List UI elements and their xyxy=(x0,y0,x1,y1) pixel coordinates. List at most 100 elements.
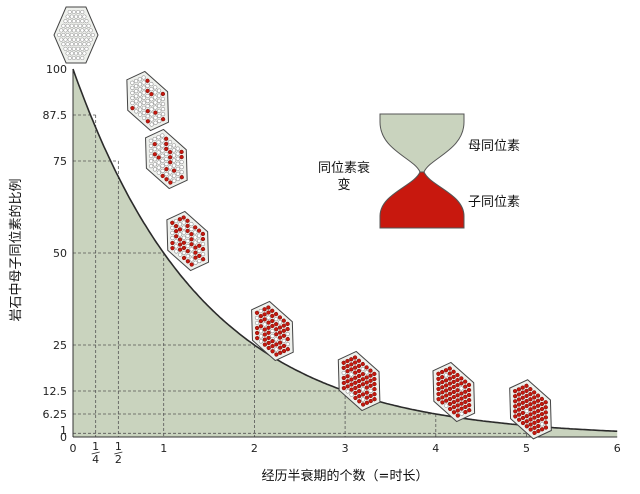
parent-atom xyxy=(59,28,64,33)
atom-panel xyxy=(126,70,169,132)
daughter-atom xyxy=(536,398,541,403)
parent-atom xyxy=(65,42,70,47)
daughter-atom xyxy=(353,375,358,380)
daughter-atom xyxy=(189,237,194,242)
parent-atom xyxy=(152,157,157,162)
parent-atom xyxy=(540,422,545,427)
daughter-atom xyxy=(451,374,456,379)
daughter-atom xyxy=(520,415,525,420)
parent-atom xyxy=(185,244,190,249)
daughter-atom xyxy=(189,262,194,267)
daughter-atom xyxy=(170,246,175,251)
parent-atom xyxy=(130,100,135,106)
daughter-atom xyxy=(455,398,460,403)
daughter-atom xyxy=(451,384,456,389)
daughter-atom xyxy=(185,228,190,233)
daughter-atom xyxy=(364,390,369,395)
daughter-atom xyxy=(197,253,202,258)
parent-atom xyxy=(157,113,162,118)
parent-atom xyxy=(86,42,91,47)
daughter-atom xyxy=(448,406,453,411)
daughter-atom xyxy=(161,117,166,122)
daughter-atom xyxy=(281,323,286,328)
parent-atom xyxy=(86,32,91,38)
daughter-atom xyxy=(455,378,460,383)
parent-atom xyxy=(171,148,176,153)
daughter-atom xyxy=(285,326,290,332)
parent-atom xyxy=(270,334,275,339)
y-tick-label: 1 xyxy=(60,424,67,437)
daughter-atom xyxy=(516,402,522,407)
daughter-atom xyxy=(451,405,456,410)
parent-atom xyxy=(138,107,143,112)
parent-atom xyxy=(157,88,162,93)
daughter-atom xyxy=(459,381,464,386)
parent-atom xyxy=(148,148,154,153)
daughter-atom xyxy=(197,228,202,233)
daughter-atom xyxy=(281,328,286,333)
daughter-atom xyxy=(266,320,271,325)
daughter-atom xyxy=(455,408,460,413)
atom-panel xyxy=(432,361,476,423)
parent-atom xyxy=(78,42,83,47)
daughter-atom xyxy=(255,330,260,336)
daughter-atom xyxy=(164,167,169,172)
parent-atom xyxy=(149,164,154,169)
daughter-atom xyxy=(270,318,275,323)
daughter-atom xyxy=(172,168,177,173)
daughter-atom xyxy=(447,391,453,396)
daughter-atom xyxy=(360,377,365,382)
daughter-atom xyxy=(451,410,457,415)
daughter-atom xyxy=(543,420,548,425)
parent-atom xyxy=(274,317,279,322)
daughter-atom xyxy=(440,380,445,385)
parent-atom xyxy=(171,153,177,158)
parent-atom xyxy=(67,55,72,61)
daughter-atom xyxy=(345,369,350,374)
parent-atom xyxy=(82,42,87,47)
daughter-atom xyxy=(451,395,456,400)
hourglass-top xyxy=(379,113,465,173)
parent-atom xyxy=(168,175,173,180)
daughter-atom xyxy=(262,337,267,342)
daughter-atom xyxy=(528,387,533,392)
daughter-atom xyxy=(266,345,271,350)
daughter-atom xyxy=(179,175,184,180)
daughter-atom xyxy=(364,365,369,370)
parent-atom xyxy=(277,320,283,325)
daughter-atom xyxy=(440,369,445,375)
parent-atom xyxy=(78,23,83,28)
daughter-atom xyxy=(539,417,545,422)
daughter-atom xyxy=(528,422,533,427)
daughter-atom xyxy=(193,245,198,250)
daughter-atom xyxy=(274,332,279,337)
parent-atom xyxy=(153,85,158,90)
parent-atom xyxy=(82,51,87,56)
daughter-atom xyxy=(258,324,263,329)
parent-atom xyxy=(360,367,365,372)
daughter-atom xyxy=(353,385,358,390)
daughter-atom xyxy=(168,180,173,185)
parent-atom xyxy=(170,230,175,235)
daughter-atom xyxy=(274,322,279,327)
daughter-atom xyxy=(179,149,184,154)
daughter-atom xyxy=(539,412,545,417)
parent-atom xyxy=(174,218,179,224)
parent-atom xyxy=(175,146,180,151)
daughter-atom xyxy=(152,142,157,147)
parent-atom xyxy=(197,238,202,243)
parent-atom xyxy=(197,233,202,238)
daughter-atom xyxy=(532,405,537,410)
daughter-atom xyxy=(349,362,354,367)
daughter-atom xyxy=(185,218,190,223)
parent-atom xyxy=(341,370,346,375)
parent-atom xyxy=(175,156,180,161)
parent-atom xyxy=(177,222,182,227)
daughter-atom xyxy=(368,368,373,373)
parent-atom xyxy=(170,235,175,241)
parent-atom xyxy=(71,55,76,61)
daughter-atom xyxy=(357,384,362,389)
daughter-isotope-label: 子同位素 xyxy=(468,195,520,210)
daughter-atom xyxy=(356,358,361,363)
parent-atom xyxy=(364,370,369,375)
